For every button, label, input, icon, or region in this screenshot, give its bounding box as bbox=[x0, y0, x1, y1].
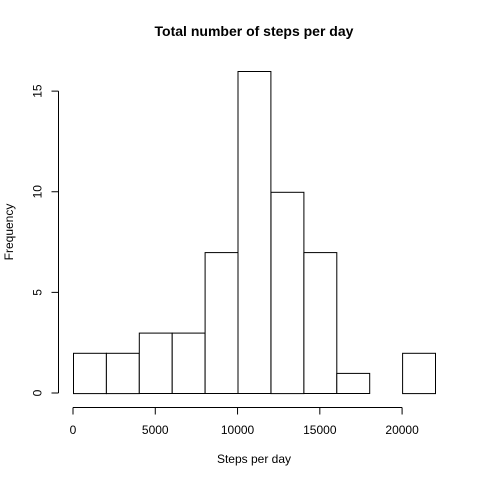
bars-group bbox=[73, 71, 437, 395]
x-axis: 0 5000 10000 15000 20000 bbox=[70, 407, 419, 437]
chart-title: Total number of steps per day bbox=[155, 23, 354, 39]
histogram-bar bbox=[402, 352, 437, 395]
histogram-bar bbox=[237, 71, 272, 394]
y-tick-label: 10 bbox=[31, 185, 45, 199]
histogram-bar bbox=[204, 252, 239, 394]
y-tick-label: 15 bbox=[31, 84, 45, 98]
x-tick-label: 15000 bbox=[303, 423, 337, 437]
x-tick-label: 20000 bbox=[385, 423, 419, 437]
x-axis-label: Steps per day bbox=[217, 452, 291, 466]
x-tick-label: 10000 bbox=[221, 423, 255, 437]
y-axis: 0 5 10 15 bbox=[31, 84, 59, 396]
histogram-bar bbox=[138, 332, 173, 395]
histogram-bar bbox=[270, 191, 305, 395]
x-tick-label: 5000 bbox=[142, 423, 169, 437]
y-axis-label: Frequency bbox=[2, 204, 16, 261]
histogram-bar bbox=[303, 252, 338, 394]
y-tick-label: 0 bbox=[31, 389, 45, 396]
histogram-bar bbox=[73, 352, 107, 395]
y-tick-label: 5 bbox=[31, 289, 45, 296]
histogram-bar bbox=[171, 332, 206, 395]
histogram-bar bbox=[336, 372, 371, 394]
histogram-bar bbox=[105, 352, 140, 395]
x-tick-label: 0 bbox=[70, 423, 77, 437]
